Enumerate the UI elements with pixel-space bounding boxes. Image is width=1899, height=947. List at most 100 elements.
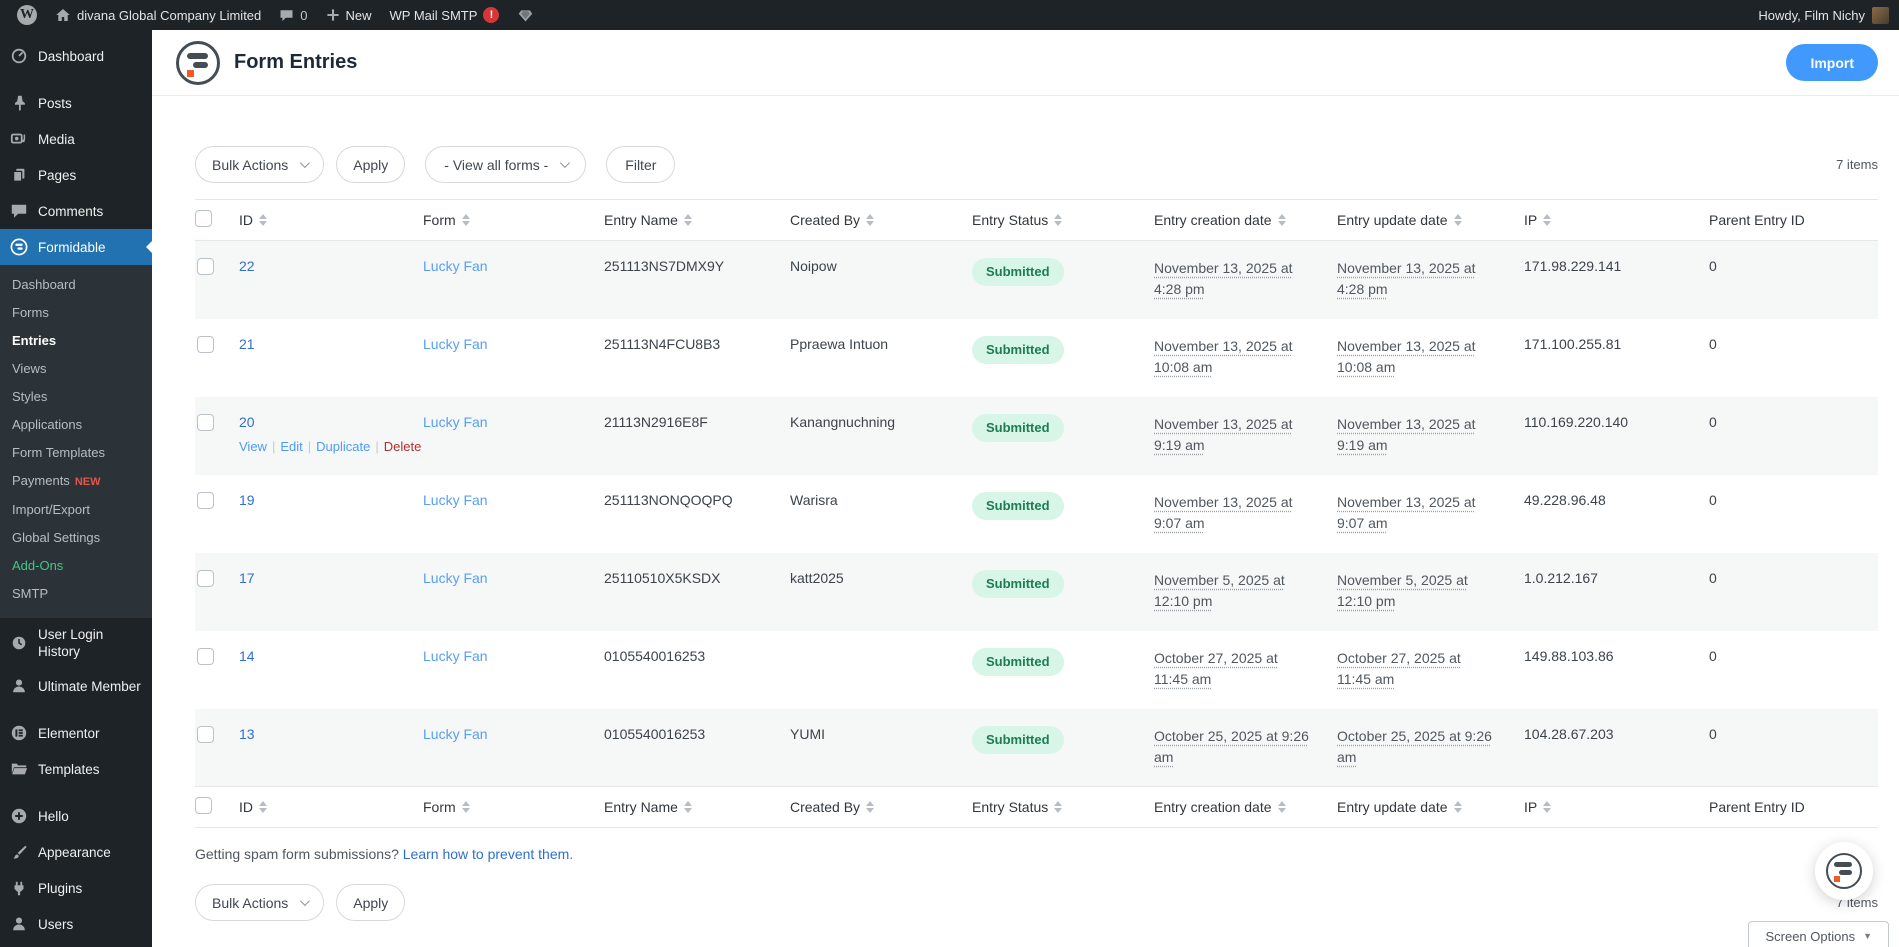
entry-id-link[interactable]: 20 <box>239 413 255 430</box>
update-date-link[interactable]: October 25, 2025 at 9:26 am <box>1337 727 1492 765</box>
creation-date-link[interactable]: November 13, 2025 at 9:19 am <box>1154 415 1293 453</box>
creation-date-link[interactable]: November 5, 2025 at 12:10 pm <box>1154 571 1285 609</box>
spam-prevention-link[interactable]: Learn how to prevent them. <box>402 846 574 862</box>
row-checkbox[interactable] <box>197 258 214 275</box>
bulk-actions-select[interactable]: Bulk Actions <box>195 146 325 183</box>
column-header[interactable]: Entry Status <box>972 799 1063 815</box>
wordpress-logo-menu[interactable]: W <box>8 0 46 30</box>
bulk-actions-select-bottom[interactable]: Bulk Actions <box>195 884 325 921</box>
update-date-link[interactable]: November 13, 2025 at 4:28 pm <box>1337 260 1476 297</box>
column-header[interactable]: IP <box>1524 212 1552 228</box>
row-checkbox[interactable] <box>197 569 214 587</box>
entry-id-link[interactable]: 17 <box>239 569 255 586</box>
creation-date-link[interactable]: November 13, 2025 at 9:07 am <box>1154 493 1293 531</box>
form-link[interactable]: Lucky Fan <box>423 647 488 664</box>
formidable-floating-button[interactable] <box>1815 842 1873 900</box>
entry-id-link[interactable]: 21 <box>239 335 255 352</box>
formidable-submenu-item[interactable]: Applications <box>12 417 83 432</box>
sidebar-item-formidable[interactable]: Formidable <box>0 229 152 265</box>
column-header[interactable]: Form <box>423 799 470 815</box>
column-header[interactable]: Entry Name <box>604 212 692 228</box>
sidebar-item-posts[interactable]: Posts <box>0 85 152 121</box>
column-header[interactable]: Entry update date <box>1337 212 1462 228</box>
update-date-link[interactable]: November 13, 2025 at 9:19 am <box>1337 415 1476 453</box>
select-all-checkbox-bottom[interactable] <box>195 797 212 814</box>
form-link[interactable]: Lucky Fan <box>423 413 488 430</box>
update-date-link[interactable]: November 13, 2025 at 9:07 am <box>1337 493 1476 531</box>
creation-date-link[interactable]: November 13, 2025 at 4:28 pm <box>1154 260 1293 297</box>
column-header[interactable]: ID <box>239 212 267 228</box>
wp-mail-smtp-menu[interactable]: WP Mail SMTP ! <box>381 0 509 30</box>
column-header[interactable]: Parent Entry ID <box>1709 799 1805 815</box>
edit-link[interactable]: Edit <box>280 438 303 454</box>
formidable-submenu-item[interactable]: Form Templates <box>12 445 105 460</box>
formidable-submenu-item[interactable]: Views <box>12 361 47 376</box>
import-button[interactable]: Import <box>1786 44 1878 81</box>
row-checkbox[interactable] <box>197 413 214 431</box>
sidebar-item-dashboard[interactable]: Dashboard <box>0 38 152 74</box>
column-header[interactable]: Entry creation date <box>1154 799 1286 815</box>
formidable-submenu-item[interactable]: Styles <box>12 389 48 404</box>
delete-link[interactable]: Delete <box>383 438 422 454</box>
comments-menu[interactable]: 0 <box>270 0 316 30</box>
form-link[interactable]: Lucky Fan <box>423 725 488 742</box>
formidable-submenu-item[interactable]: Entries <box>12 333 57 348</box>
sidebar-item-elementor[interactable]: Elementor <box>0 715 152 751</box>
row-checkbox[interactable] <box>197 647 214 665</box>
column-header[interactable]: IP <box>1524 799 1552 815</box>
formidable-submenu-item[interactable]: Add-Ons <box>12 558 64 573</box>
column-header[interactable]: Parent Entry ID <box>1709 212 1805 228</box>
sidebar-item-pages[interactable]: Pages <box>0 157 152 193</box>
column-header[interactable]: Entry Status <box>972 212 1063 228</box>
update-date-link[interactable]: November 13, 2025 at 10:08 am <box>1337 337 1476 375</box>
duplicate-link[interactable]: Duplicate <box>316 438 371 454</box>
sidebar-item-media[interactable]: Media <box>0 121 152 157</box>
column-header[interactable]: Form <box>423 212 470 228</box>
row-checkbox[interactable] <box>197 491 214 509</box>
new-menu[interactable]: New <box>317 0 381 30</box>
form-filter-select[interactable]: - View all forms - <box>425 146 587 183</box>
sidebar-item-tools[interactable]: Tools <box>0 942 152 947</box>
entry-id-link[interactable]: 19 <box>239 491 255 508</box>
sidebar-item-templates[interactable]: Templates <box>0 751 152 787</box>
column-header[interactable]: Entry Name <box>604 799 692 815</box>
creation-date-link[interactable]: October 27, 2025 at 11:45 am <box>1154 649 1278 687</box>
update-date-link[interactable]: November 5, 2025 at 12:10 pm <box>1337 571 1468 609</box>
formidable-submenu-item[interactable]: Payments NEW <box>12 473 101 488</box>
column-header[interactable]: Entry creation date <box>1154 212 1286 228</box>
column-header[interactable]: ID <box>239 799 267 815</box>
column-header[interactable]: Entry update date <box>1337 799 1462 815</box>
view-link[interactable]: View <box>239 438 267 454</box>
row-checkbox[interactable] <box>197 335 214 353</box>
formidable-submenu-item[interactable]: Import/Export <box>12 502 91 517</box>
form-link[interactable]: Lucky Fan <box>423 258 488 274</box>
sidebar-item-hello[interactable]: Hello <box>0 798 152 834</box>
creation-date-link[interactable]: October 25, 2025 at 9:26 am <box>1154 727 1309 765</box>
column-header[interactable]: Created By <box>790 799 875 815</box>
form-link[interactable]: Lucky Fan <box>423 569 488 586</box>
formidable-submenu-item[interactable]: Global Settings <box>12 530 101 545</box>
apply-button[interactable]: Apply <box>336 146 406 183</box>
form-link[interactable]: Lucky Fan <box>423 491 488 508</box>
screen-options-button[interactable]: Screen Options ▼ <box>1748 921 1889 947</box>
update-date-link[interactable]: October 27, 2025 at 11:45 am <box>1337 649 1461 687</box>
sidebar-item-ultimate-member[interactable]: Ultimate Member <box>0 668 152 704</box>
select-all-checkbox[interactable] <box>195 210 212 227</box>
sidebar-item-appearance[interactable]: Appearance <box>0 834 152 870</box>
formidable-submenu-item[interactable]: Dashboard <box>12 277 76 292</box>
formidable-submenu-item[interactable]: Forms <box>12 305 49 320</box>
sidebar-item-users[interactable]: Users <box>0 906 152 942</box>
sidebar-item-plugins[interactable]: Plugins <box>0 870 152 906</box>
entry-id-link[interactable]: 22 <box>239 258 255 274</box>
account-menu[interactable]: Howdy, Film Nichy <box>1758 6 1889 24</box>
elementor-menu[interactable] <box>508 0 543 30</box>
entry-id-link[interactable]: 13 <box>239 725 255 742</box>
entry-id-link[interactable]: 14 <box>239 647 255 664</box>
formidable-submenu-item[interactable]: SMTP <box>12 586 49 601</box>
filter-button[interactable]: Filter <box>606 146 676 183</box>
row-checkbox[interactable] <box>197 725 214 743</box>
site-name-menu[interactable]: divana Global Company Limited <box>46 0 270 30</box>
sidebar-item-comments[interactable]: Comments <box>0 193 152 229</box>
apply-button-bottom[interactable]: Apply <box>336 884 406 921</box>
sidebar-item-user-login-history[interactable]: User Login History <box>0 618 152 668</box>
